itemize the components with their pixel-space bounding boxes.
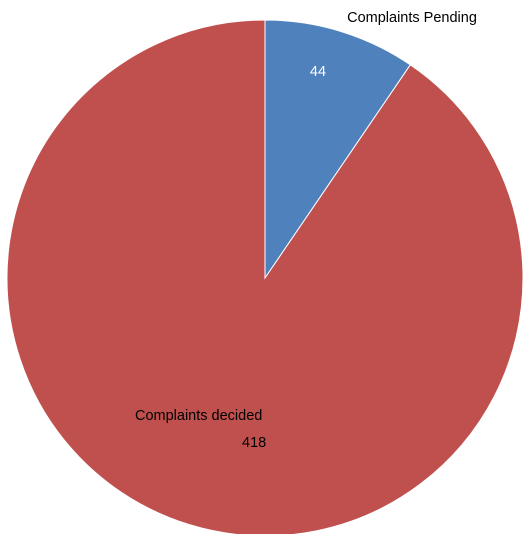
slice-label: Complaints Pending bbox=[347, 10, 477, 26]
slice-value-label: 418 bbox=[242, 435, 266, 451]
slice-label: Complaints decided bbox=[135, 408, 262, 424]
pie-slice-complaints-pending bbox=[264, 19, 412, 280]
labels-layer: Complaints Pending 44 Complaints decided 41… bbox=[135, 10, 477, 451]
slice-value-label: 44 bbox=[310, 64, 326, 80]
slices-layer bbox=[6, 19, 524, 534]
pie-slice-complaints-decided bbox=[6, 19, 524, 534]
